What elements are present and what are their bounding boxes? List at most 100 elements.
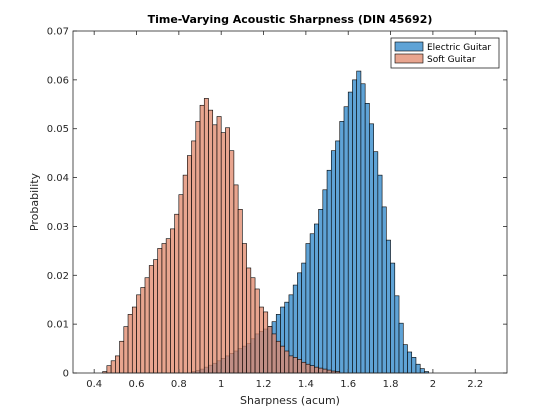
bar-soft-guitar [233,184,239,374]
x-axis-label: Sharpness (acum) [240,394,340,407]
bar-soft-guitar [110,360,116,374]
y-tick-label: 0 [63,369,69,380]
bar-electric-guitar [305,243,311,374]
bar-soft-guitar [246,267,252,374]
bar-soft-guitar [318,367,324,374]
bar-soft-guitar [301,361,307,374]
bar-soft-guitar [305,363,311,374]
bar-electric-guitar [381,206,387,374]
x-tick-label: 1.4 [298,379,314,390]
bar-soft-guitar [288,355,294,374]
bar-soft-guitar [225,127,230,374]
bar-soft-guitar [275,340,281,374]
legend-label-electric-guitar: Electric Guitar [427,43,491,53]
bar-soft-guitar [157,248,163,374]
bar-electric-guitar [352,79,357,374]
bar-electric-guitar [309,233,315,374]
bar-electric-guitar [297,272,302,374]
bar-soft-guitar [250,277,256,374]
bar-soft-guitar [187,155,192,374]
x-tick-label: 1.8 [383,379,399,390]
bar-electric-guitar [314,223,319,374]
bar-soft-guitar [322,368,328,374]
bar-electric-guitar [415,363,421,374]
x-tick-label: 0.4 [86,379,102,390]
x-tick-label: 0.8 [171,379,187,390]
bar-soft-guitar [161,243,167,374]
bar-electric-guitar [407,351,413,374]
bar-soft-guitar [258,306,264,374]
bar-soft-guitar [131,306,137,374]
bar-soft-guitar [191,140,197,374]
bar-soft-guitar [309,365,315,374]
legend-swatch-electric-guitar [394,41,424,52]
x-tick-label: 2.2 [467,379,483,390]
bar-soft-guitar [263,311,269,374]
bar-electric-guitar [330,150,336,374]
bar-soft-guitar [229,150,235,374]
bar-soft-guitar [182,174,188,374]
bar-electric-guitar [347,91,353,374]
bar-electric-guitar [402,344,408,374]
bar-electric-guitar [339,121,345,374]
bar-soft-guitar [199,104,205,374]
bar-soft-guitar [170,228,175,374]
y-tick-label: 0.04 [47,173,69,184]
bar-soft-guitar [284,350,290,374]
bar-electric-guitar [394,295,400,374]
bar-electric-guitar [360,83,366,374]
bar-soft-guitar [136,294,142,374]
bar-electric-guitar [373,151,379,374]
y-tick-label: 0.03 [47,222,69,233]
y-tick-label: 0.05 [47,124,69,135]
bar-electric-guitar [377,174,383,374]
bar-soft-guitar [174,213,180,374]
bar-electric-guitar [301,262,307,374]
bar-soft-guitar [115,355,120,374]
bar-soft-guitar [178,194,184,374]
bar-soft-guitar [127,314,133,374]
legend-label-soft-guitar: Soft Guitar [427,55,476,65]
bars-layer [102,70,429,374]
bar-soft-guitar [292,357,298,374]
bar-soft-guitar [237,209,243,374]
bar-soft-guitar [208,109,214,374]
bar-soft-guitar [220,132,226,374]
y-tick-label: 0.07 [47,27,69,38]
x-tick-label: 1.6 [340,379,356,390]
bar-electric-guitar [419,368,425,374]
bar-electric-guitar [390,262,396,374]
bar-soft-guitar [242,243,247,374]
chart-title: Time-Varying Acoustic Sharpness (DIN 456… [148,13,433,26]
legend-swatch-soft-guitar [394,53,424,64]
bar-soft-guitar [216,116,222,374]
bar-soft-guitar [144,277,150,374]
bar-soft-guitar [203,98,209,374]
axes-box [72,30,508,374]
bar-electric-guitar [318,209,324,374]
bar-soft-guitar [297,359,302,374]
x-tick-label: 0.6 [129,379,145,390]
bar-soft-guitar [119,340,125,374]
bar-soft-guitar [106,365,112,374]
y-tick-label: 0.06 [47,75,69,86]
bar-soft-guitar [195,121,201,374]
axes-layer: 0.4 0.6 0.8 1 1.2 1.4 1.6 1.8 2 2.2 0 0.01 0.02 0.03 0… [47,27,508,390]
bar-soft-guitar [140,287,146,374]
y-axis-label: Probability [28,172,41,231]
bar-soft-guitar [153,259,158,374]
bar-electric-guitar [356,70,362,374]
bar-soft-guitar [148,265,154,374]
x-tick-label: 1 [218,379,224,390]
y-tick-label: 0.02 [47,271,69,282]
bar-soft-guitar [271,333,277,374]
bar-soft-guitar [267,326,273,374]
x-tick-label: 1.2 [256,379,272,390]
legend: Electric Guitar Soft Guitar [390,37,500,69]
bar-soft-guitar [326,369,332,374]
bar-electric-guitar [326,169,332,374]
bar-soft-guitar [212,124,218,374]
bar-soft-guitar [254,288,260,374]
bar-electric-guitar [335,140,341,374]
